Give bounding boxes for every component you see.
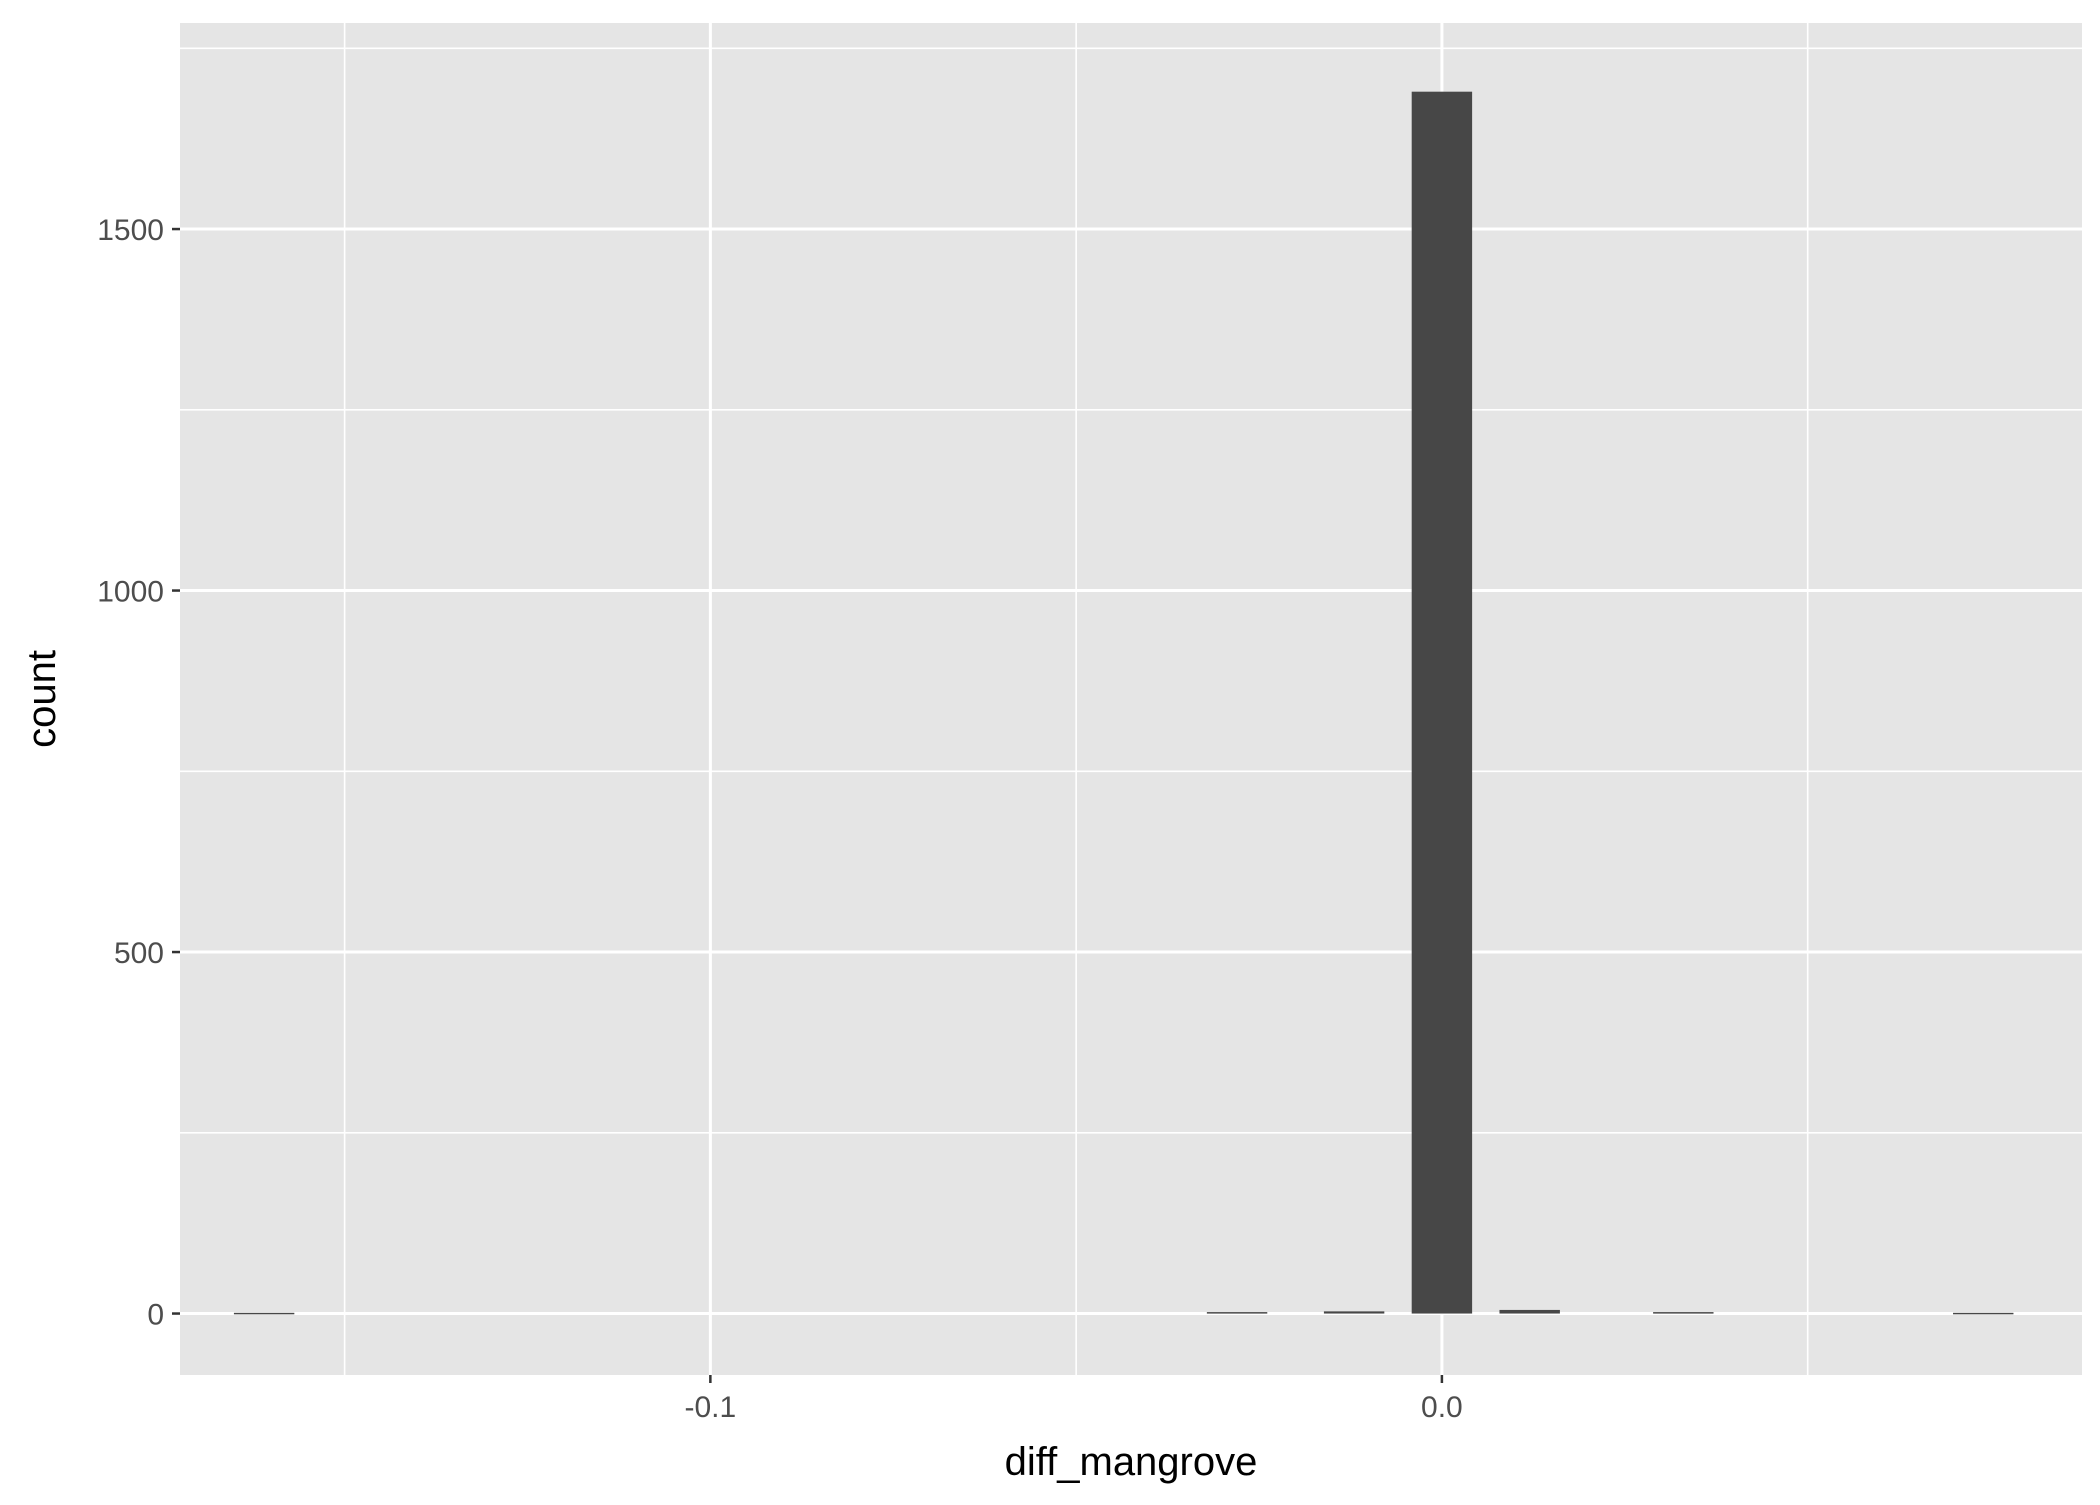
histogram-bar [1323, 1311, 1385, 1314]
y-tick-label: 0 [147, 1299, 164, 1332]
x-axis: -0.1 0.0 [685, 1375, 1463, 1424]
histogram-bar [1653, 1312, 1714, 1314]
y-tick-label: 1000 [97, 576, 164, 609]
histogram-bar [1411, 91, 1473, 1314]
y-axis-title: count [20, 650, 64, 748]
y-tick-label: 1500 [97, 214, 164, 247]
histogram-bar [233, 1312, 295, 1315]
minor-grid [180, 23, 2082, 1375]
y-tick-label: 500 [114, 937, 164, 970]
y-axis: 0 500 1000 1500 [97, 214, 180, 1332]
x-axis-title: diff_mangrove [1005, 1440, 1258, 1484]
plot-panel [180, 23, 2082, 1375]
histogram-bars [233, 91, 2014, 1315]
histogram-bar [1499, 1309, 1560, 1314]
histogram-bar [1953, 1312, 2014, 1315]
x-tick-label: -0.1 [685, 1391, 737, 1424]
x-tick-label: 0.0 [1421, 1391, 1463, 1424]
histogram-bar [1206, 1312, 1268, 1314]
